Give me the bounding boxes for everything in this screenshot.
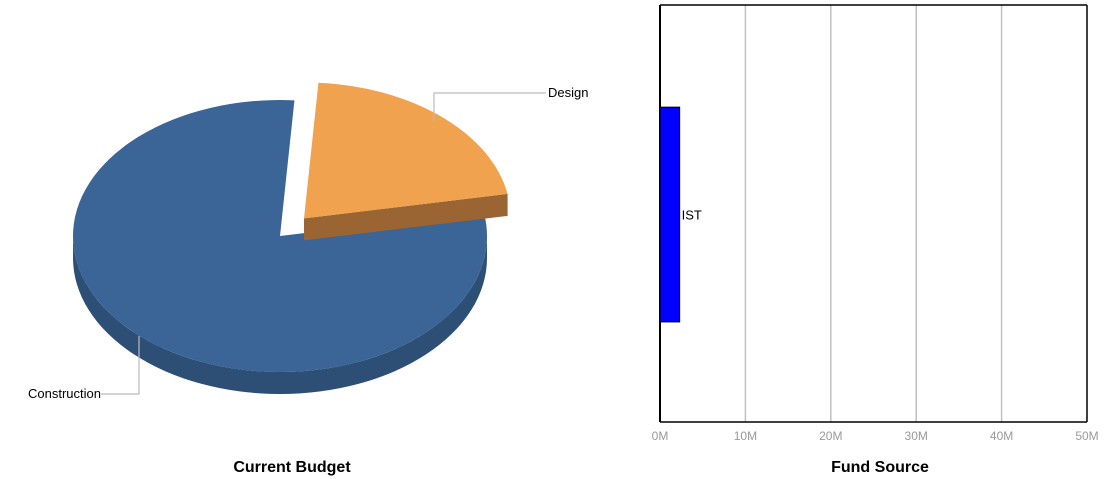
pie-chart-title: Current Budget [233, 459, 351, 476]
pie-chart: Design Construction [28, 82, 588, 401]
bar-x-tick-label: 10M [734, 429, 757, 443]
bar-x-tick-label: 0M [652, 429, 669, 443]
pie-side-construction [73, 236, 487, 394]
bar-ist[interactable] [659, 106, 681, 323]
bar-x-tick-label: 50M [1075, 429, 1098, 443]
bar-label-ist: IST [682, 208, 702, 223]
pie-leader-construction [101, 336, 140, 395]
pie-label-design: Design [548, 85, 588, 100]
bar-plot-area [660, 5, 1087, 422]
pie-slice-construction[interactable] [73, 100, 488, 372]
pie-leader-design [433, 92, 546, 121]
bar-chart: 0M 10M 20M 30M 40M 50M IST [652, 4, 1099, 443]
pie-cut-design [303, 193, 508, 241]
pie-slice-design[interactable] [303, 82, 508, 219]
bar-chart-title: Fund Source [831, 459, 929, 476]
bar-x-tick-label: 40M [990, 429, 1013, 443]
bar-x-tick-label: 30M [905, 429, 928, 443]
bar-x-tick-label: 20M [819, 429, 842, 443]
pie-label-construction: Construction [28, 386, 101, 401]
